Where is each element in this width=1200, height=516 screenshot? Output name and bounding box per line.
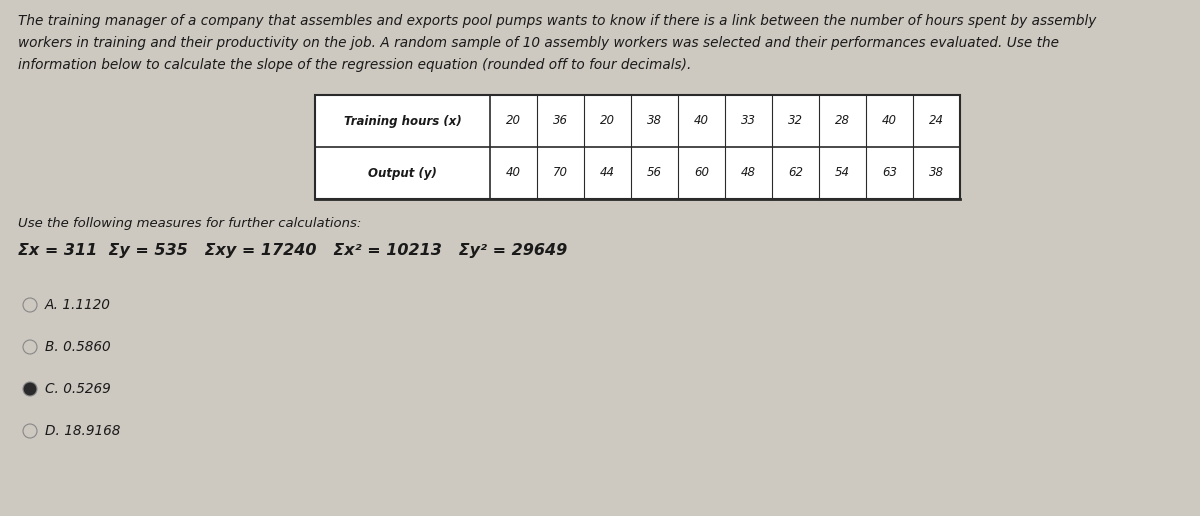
Text: Output (y): Output (y) <box>368 167 437 180</box>
Circle shape <box>23 424 37 438</box>
Text: D. 18.9168: D. 18.9168 <box>46 424 120 438</box>
Text: A. 1.1120: A. 1.1120 <box>46 298 110 312</box>
Text: 60: 60 <box>694 167 709 180</box>
Text: 63: 63 <box>882 167 898 180</box>
Circle shape <box>23 382 37 396</box>
Circle shape <box>23 340 37 354</box>
Text: B. 0.5860: B. 0.5860 <box>46 340 110 354</box>
Text: 38: 38 <box>929 167 944 180</box>
Text: The training manager of a company that assembles and exports pool pumps wants to: The training manager of a company that a… <box>18 14 1097 28</box>
Text: 38: 38 <box>647 115 662 127</box>
Text: Use the following measures for further calculations:: Use the following measures for further c… <box>18 217 361 230</box>
Bar <box>314 95 960 199</box>
Circle shape <box>23 298 37 312</box>
Text: 40: 40 <box>882 115 898 127</box>
Text: 54: 54 <box>835 167 850 180</box>
Text: C. 0.5269: C. 0.5269 <box>46 382 110 396</box>
Text: 36: 36 <box>553 115 568 127</box>
Text: Training hours (x): Training hours (x) <box>343 115 461 127</box>
Text: 62: 62 <box>788 167 803 180</box>
Text: 20: 20 <box>600 115 616 127</box>
Text: 33: 33 <box>742 115 756 127</box>
Text: 44: 44 <box>600 167 616 180</box>
Text: Σx = 311  Σy = 535   Σxy = 17240   Σx² = 10213   Σy² = 29649: Σx = 311 Σy = 535 Σxy = 17240 Σx² = 1021… <box>18 243 568 258</box>
Text: 56: 56 <box>647 167 662 180</box>
Text: 28: 28 <box>835 115 850 127</box>
Text: 48: 48 <box>742 167 756 180</box>
Text: information below to calculate the slope of the regression equation (rounded off: information below to calculate the slope… <box>18 58 691 72</box>
Text: 32: 32 <box>788 115 803 127</box>
Text: 70: 70 <box>553 167 568 180</box>
Text: 40: 40 <box>506 167 521 180</box>
Text: 20: 20 <box>506 115 521 127</box>
Text: workers in training and their productivity on the job. A random sample of 10 ass: workers in training and their productivi… <box>18 36 1060 50</box>
Text: 40: 40 <box>694 115 709 127</box>
Text: 24: 24 <box>929 115 944 127</box>
